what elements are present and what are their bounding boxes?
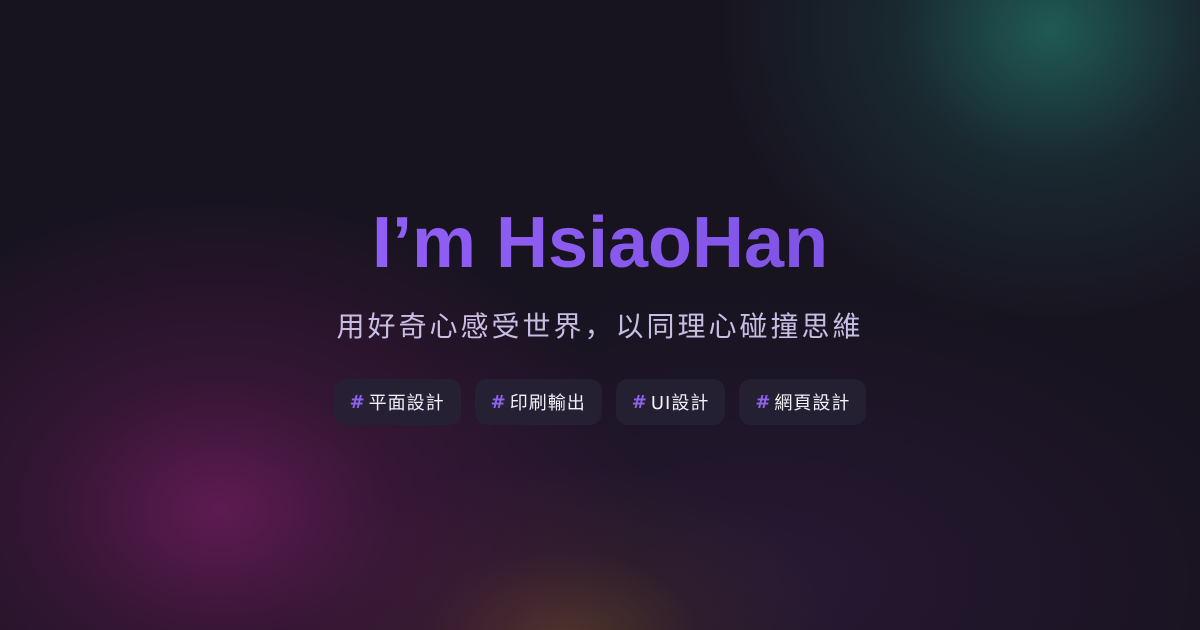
hashtag-icon: # — [490, 391, 506, 413]
hashtag-icon: # — [349, 391, 365, 413]
hashtag-icon: # — [755, 391, 771, 413]
tag-web-design[interactable]: # 網頁設計 — [739, 379, 867, 425]
tag-label: 網頁設計 — [774, 393, 851, 414]
tag-label: 印刷輸出 — [509, 393, 586, 414]
tag-ui-design[interactable]: # UI設計 — [615, 379, 726, 425]
hero-title: I’m HsiaoHan — [0, 200, 1200, 286]
hero-subtitle: 用好奇心感受世界，以同理心碰撞思維 — [336, 310, 864, 343]
tag-label: 平面設計 — [368, 393, 445, 414]
hashtag-icon: # — [631, 391, 647, 413]
tag-print-output[interactable]: # 印刷輸出 — [474, 379, 602, 425]
tag-graphic-design[interactable]: # 平面設計 — [333, 379, 461, 425]
tag-label: UI設計 — [650, 393, 710, 414]
tag-list: # 平面設計 # 印刷輸出 # UI設計 # 網頁設計 — [0, 379, 1200, 425]
